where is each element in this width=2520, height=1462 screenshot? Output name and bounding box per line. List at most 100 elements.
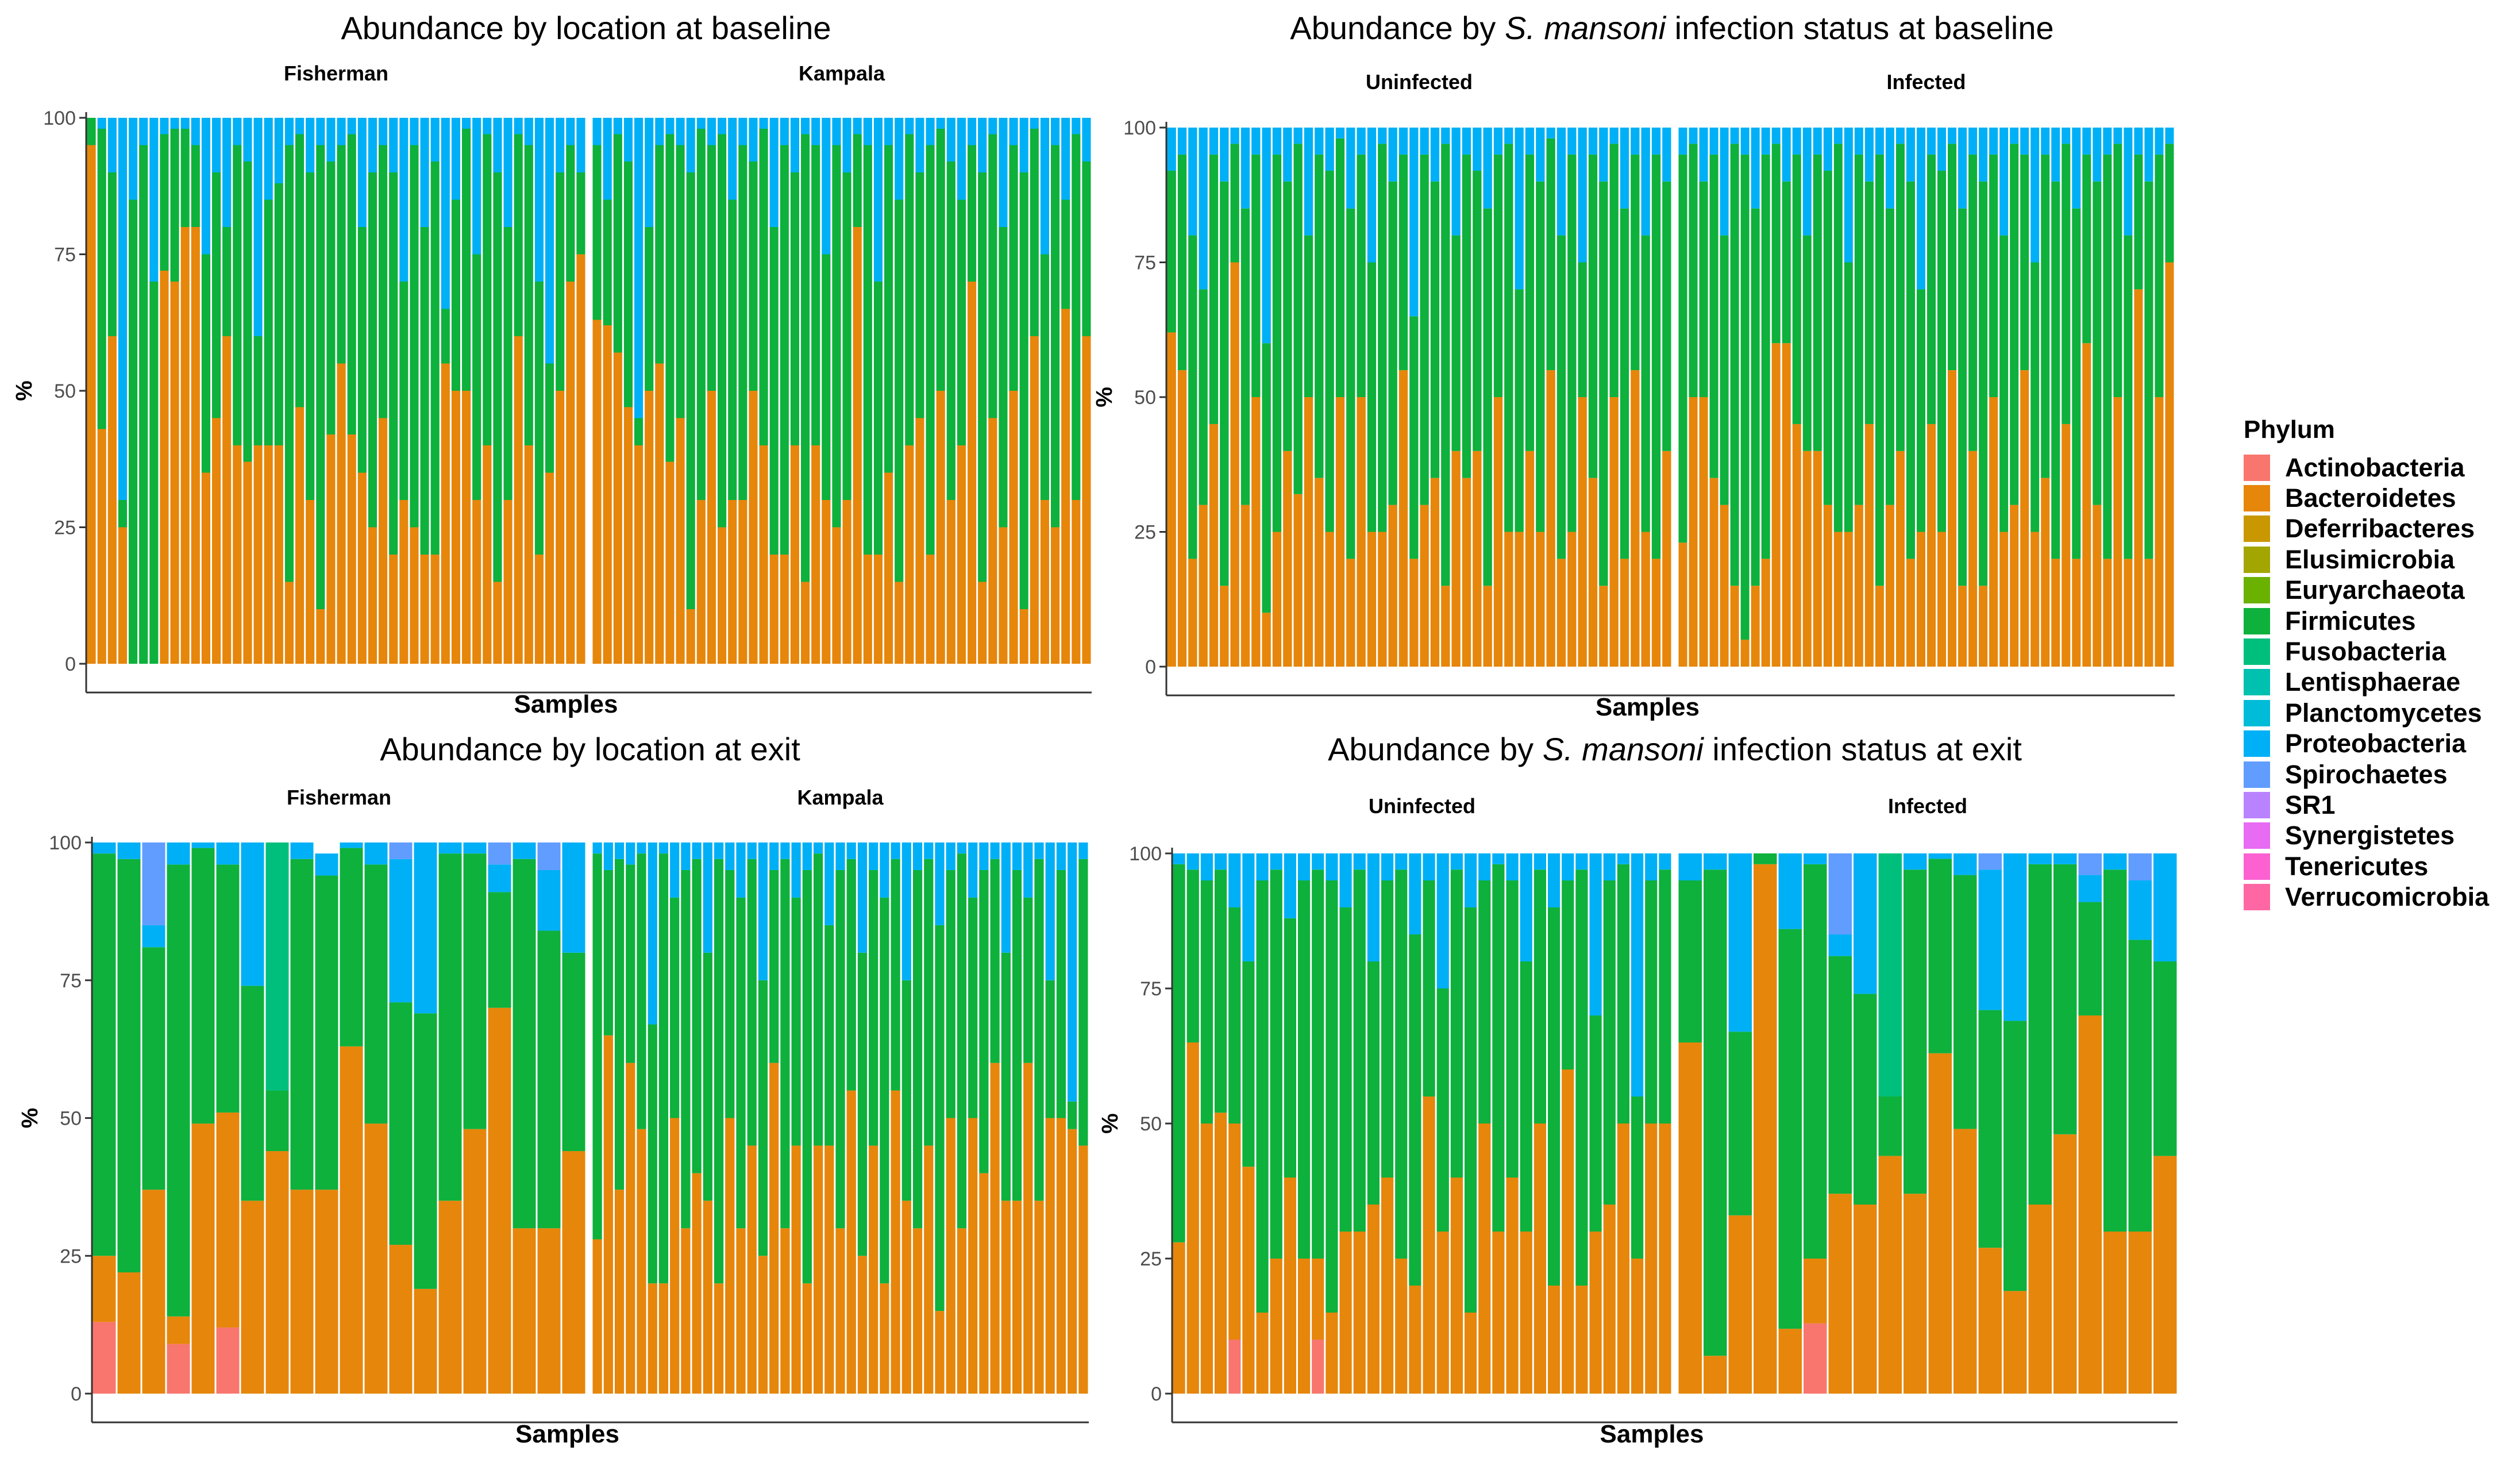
title-span: Abundance by [1328,731,1543,767]
bar-segment [1937,532,1947,667]
bar-segment [1256,853,1269,880]
bar-segment [2128,853,2152,880]
legend-item: Fusobacteria [2244,636,2514,667]
bar-segment [703,1201,712,1394]
bar-segment [1578,128,1587,263]
bar-segment [1609,397,1619,667]
bar-segment [241,1201,264,1394]
legend-label: Actinobacteria [2285,452,2465,482]
bar-segment [1436,853,1449,988]
bar-segment [1230,144,1239,263]
bar-segment [1906,181,1915,559]
bar-segment [1953,853,1977,875]
bar-segment [1034,859,1044,1201]
bar-segment [1536,128,1545,182]
bar-segment [665,461,675,664]
bar-segment [1242,1167,1255,1394]
bar-segment [1200,1124,1213,1394]
bar-segment [988,118,997,134]
bar-segment [1699,397,1708,667]
bar-segment [707,118,716,145]
y-tick-label: 50 [1140,1113,1162,1135]
bar-segment [1730,586,1739,667]
bar-segment [441,309,450,364]
bar-segment [117,1272,141,1394]
bar-segment [749,118,758,161]
bar-segment [1242,961,1255,1167]
bar-segment [2030,532,2040,667]
bar-segment [1792,128,1801,155]
bar-segment [488,1007,511,1394]
bar-segment [1209,424,1219,667]
bar-segment [1056,869,1066,1118]
bar-segment [2155,397,2164,667]
bar-segment [545,118,554,364]
bar-segment [988,418,997,664]
bar-segment [2010,128,2019,144]
bar-segment [1177,154,1187,371]
bar-segment [284,582,294,664]
bar-segment [747,842,757,859]
bar-segment [603,325,612,664]
bar-segment [1678,543,1687,667]
bar-segment [905,134,914,445]
bar-segment [1284,853,1296,918]
bar-segment [1462,154,1471,478]
bar-segment [884,118,893,145]
bar-segment [1631,853,1644,1096]
bar-segment [2144,559,2153,667]
bar-segment [1051,118,1060,145]
bar-segment [316,609,325,664]
bar-segment [1515,289,1524,532]
bar-segment [634,418,644,445]
bar-segment [1436,988,1449,1232]
bar-segment [869,842,878,870]
bar-segment [863,145,872,555]
bar-segment [2078,853,2102,875]
bar-segment [180,118,190,129]
bar-segment [295,134,305,407]
bar-segment [1651,128,1661,155]
bar-segment [2103,154,2112,559]
legend-swatch [2244,791,2270,818]
bar-segment [1473,128,1482,171]
bar-segment [284,145,294,582]
bar-segment [2113,397,2122,667]
bar-segment [1599,181,1608,586]
bar-segment [869,1145,878,1394]
bar-segment [1678,853,1702,880]
bar-segment [222,227,232,336]
bar-segment [438,1201,462,1394]
bar-segment [2028,1205,2052,1394]
bar-segment [863,118,872,145]
bar-segment [2062,128,2071,144]
bar-segment [2103,869,2127,1232]
bar-segment [603,842,613,870]
bar-segment [1199,505,1208,667]
bar-segment [1298,880,1311,1259]
bar-segment [1381,880,1394,1178]
bar-segment [623,161,633,407]
bar-segment [1968,154,1978,451]
bar-segment [1082,336,1091,664]
legend-swatch [2244,546,2270,573]
legend-item: Deferribacteres [2244,514,2514,544]
bar-segment [2072,559,2081,667]
bar-segment [1771,128,1781,144]
bar-segment [824,842,834,925]
bar-segment [1659,1124,1671,1394]
bar-segment [264,199,273,445]
bar-segment [924,1145,934,1394]
bar-segment [97,129,106,429]
bar-segment [1251,154,1261,397]
bar-segment [1012,1201,1022,1394]
bar-segment [1878,1096,1902,1156]
phylum-legend: Phylum Actinobacteria Bacteroidetes Deferr… [2244,415,2514,913]
bar-segment [1325,853,1338,880]
bar-segment [714,859,724,1284]
bar-segment [978,582,987,664]
bar-segment [1409,934,1421,1286]
bar-segment [714,842,724,859]
bar-segment [979,1173,989,1394]
bar-segment [738,145,747,500]
